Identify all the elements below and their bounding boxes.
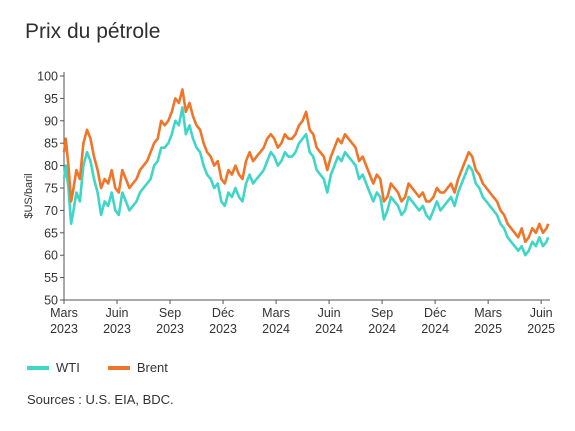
x-tick-label-year: 2023 <box>50 322 78 336</box>
x-axis: Mars 2023 Juin 2023 Sep 2023 Déc 2023 Mars 2024 Ju… <box>50 299 555 336</box>
legend-item-brent: Brent <box>107 360 168 375</box>
legend-label-wti: WTI <box>56 360 80 375</box>
x-tick-label-month: Mars <box>262 306 290 320</box>
y-tick-label: 55 <box>44 271 58 285</box>
legend: WTI Brent <box>27 360 196 375</box>
x-tick-label-year: 2025 <box>474 322 502 336</box>
y-axis: 50 55 60 65 70 75 80 85 90 95 100 <box>37 70 65 308</box>
y-tick-label: 50 <box>44 294 58 308</box>
source-note: Sources : U.S. EIA, BDC. <box>27 392 174 407</box>
y-tick-label: 70 <box>44 204 58 218</box>
y-tick-label: 95 <box>44 92 58 106</box>
legend-swatch-wti <box>27 365 49 370</box>
series-line-brent <box>62 88 550 244</box>
y-tick-label: 60 <box>44 249 58 263</box>
x-tick-label-month: Mars <box>50 306 78 320</box>
series-line-wti <box>62 106 550 257</box>
x-tick-label-month: Juin <box>318 306 341 320</box>
y-tick-label: 90 <box>44 114 58 128</box>
x-tick-label-year: 2024 <box>315 322 343 336</box>
chart-title: Prix du pétrole <box>25 20 161 43</box>
legend-swatch-brent <box>107 365 130 370</box>
chart-area: 50 55 60 65 70 75 80 85 90 95 100 Mars 2023 Juin 2023… <box>23 70 555 337</box>
series-group <box>62 88 550 257</box>
x-tick-label-year: 2023 <box>103 322 131 336</box>
x-tick-label-month: Juin <box>106 306 129 320</box>
x-tick-label-month: Mars <box>474 306 502 320</box>
legend-item-wti: WTI <box>27 360 80 375</box>
x-tick-label-year: 2025 <box>527 322 555 336</box>
y-tick-label: 75 <box>44 182 58 196</box>
x-tick-label-year: 2024 <box>262 322 290 336</box>
x-tick-label-year: 2024 <box>368 322 396 336</box>
x-tick-label-year: 2023 <box>209 322 237 336</box>
y-tick-label: 65 <box>44 226 58 240</box>
x-tick-label-year: 2023 <box>156 322 184 336</box>
y-tick-label: 85 <box>44 137 58 151</box>
y-tick-label: 100 <box>37 70 58 84</box>
x-tick-label-month: Sep <box>371 306 393 320</box>
x-tick-label-year: 2024 <box>421 322 449 336</box>
x-tick-label-month: Déc <box>212 306 234 320</box>
y-axis-label: $US/baril <box>23 173 35 218</box>
x-tick-label-month: Juin <box>530 306 553 320</box>
x-tick-label-month: Sep <box>159 306 181 320</box>
legend-label-brent: Brent <box>136 360 168 375</box>
y-tick-label: 80 <box>44 159 58 173</box>
x-tick-label-month: Déc <box>424 306 446 320</box>
